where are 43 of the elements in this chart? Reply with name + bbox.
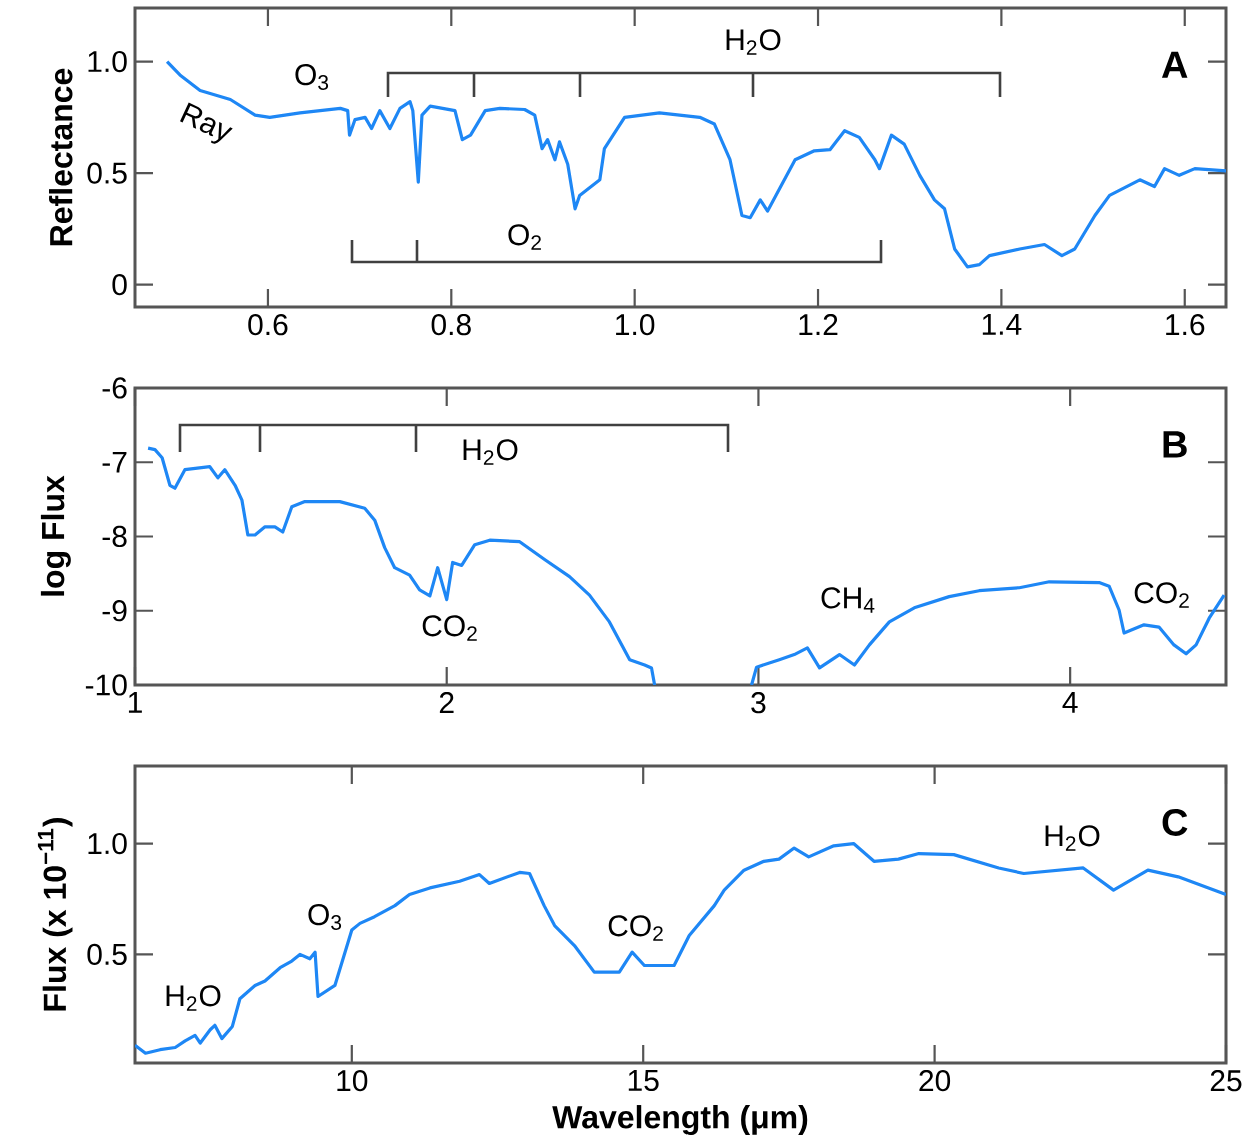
- y-tick-label: -8: [102, 525, 127, 548]
- annotation: O$_{2}$: [508, 224, 541, 250]
- y-axis-title: Flux (x 10$^{−11}$): [37, 818, 73, 1011]
- annotation: O$_{3}$: [295, 64, 329, 90]
- y-axis-title: log Flux: [40, 475, 71, 596]
- annotation: CH$_{4}$: [821, 587, 875, 613]
- y-tick-label: 1.0: [88, 832, 127, 855]
- x-tick-label: 2: [439, 692, 454, 714]
- annotation: O$_{3}$: [308, 904, 342, 930]
- y-tick-label: -7: [102, 451, 127, 473]
- text: C: [1162, 808, 1188, 836]
- x-tick-label: 3: [751, 692, 766, 714]
- y-axis-title: Reflectance: [49, 68, 73, 246]
- x-tick-label: 1.2: [799, 314, 838, 336]
- annotation: H$_{2}$O: [1045, 825, 1100, 851]
- text: A: [1161, 51, 1188, 78]
- x-tick-label: 0.6: [248, 314, 288, 336]
- x-tick-label: 1: [128, 692, 142, 713]
- y-tick-label: 0: [112, 274, 127, 296]
- x-tick-label: 1.0: [616, 314, 655, 336]
- annotation: CO$_{2}$: [422, 615, 477, 641]
- x-tick-label: 4: [1062, 692, 1078, 713]
- annotation: Ray: [180, 102, 233, 144]
- x-tick-label: 1.6: [1166, 314, 1205, 336]
- y-tick-label: -6: [102, 377, 127, 399]
- annotation: H$_{2}$O: [166, 985, 221, 1011]
- x-tick-label: 0.8: [431, 314, 471, 336]
- x-tick-label: 20: [919, 1070, 951, 1092]
- text: B: [1163, 431, 1187, 458]
- y-tick-label: -9: [102, 600, 127, 622]
- x-tick-label: 1.4: [982, 314, 1022, 335]
- x-tick-label: 15: [628, 1070, 659, 1091]
- annotation: CO$_{2}$: [608, 915, 663, 941]
- y-tick-label: 1.0: [88, 50, 127, 73]
- annotation: H$_{2}$O: [726, 29, 781, 55]
- y-tick-label: 0.5: [87, 162, 127, 184]
- x-tick-label: 25: [1210, 1070, 1242, 1092]
- annotation: H$_{2}$O: [463, 439, 518, 465]
- y-tick-label: 0.5: [87, 943, 127, 965]
- x-tick-label: 10: [337, 1070, 368, 1092]
- annotation: CO$_{2}$: [1134, 582, 1189, 608]
- y-tick-label: -10: [85, 674, 127, 696]
- x-axis-title: Wavelength (μm): [552, 1105, 808, 1135]
